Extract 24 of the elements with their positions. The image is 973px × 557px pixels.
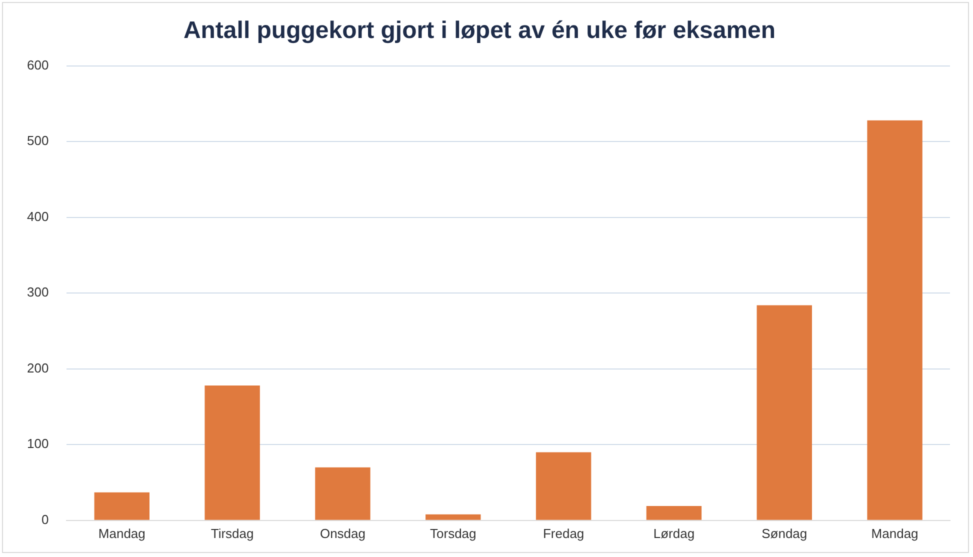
x-tick-label: Lørdag: [653, 526, 695, 541]
x-tick-label: Onsdag: [320, 526, 366, 541]
bar: [204, 386, 260, 520]
bar: [867, 120, 922, 520]
x-tick-label: Mandag: [98, 526, 146, 541]
bar: [426, 514, 481, 520]
x-tick-label: Mandag: [871, 526, 918, 541]
x-tick-label: Fredag: [542, 526, 584, 541]
bar: [315, 467, 370, 520]
bar: [756, 305, 812, 520]
bar: [536, 452, 592, 520]
y-tick-label: 100: [26, 436, 49, 452]
bar: [646, 506, 702, 520]
chart-title: Antall puggekort gjort i løpet av én uke før eksamen: [183, 17, 776, 44]
y-tick-label: 400: [26, 208, 49, 224]
y-tick-label: 300: [26, 284, 49, 300]
x-tick-label: Søndag: [762, 526, 808, 541]
y-tick-label: 600: [26, 57, 49, 72]
bar: [94, 492, 150, 520]
y-tick-label: 0: [41, 512, 49, 527]
y-tick-label: 500: [26, 133, 49, 148]
x-tick-label: Tirsdag: [210, 526, 254, 541]
y-tick-label: 200: [26, 360, 49, 376]
x-tick-label: Torsdag: [430, 526, 476, 541]
